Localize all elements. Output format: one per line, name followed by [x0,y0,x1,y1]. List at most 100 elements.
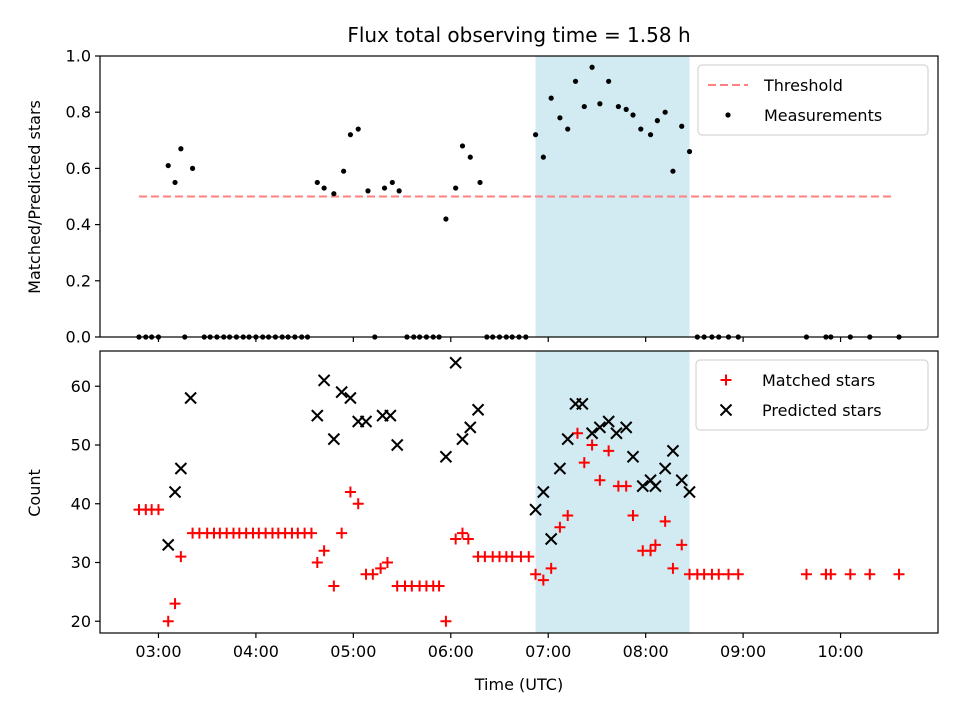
x-tick-label: 09:00 [720,642,766,661]
data-point [321,185,327,191]
data-point [666,444,680,458]
y-tick-label: 20 [71,612,91,631]
data-point [844,568,856,580]
data-point [679,123,685,129]
data-point [557,115,563,121]
data-point [375,562,387,574]
data-point [676,539,688,551]
legend-label: Measurements [764,106,882,125]
data-point [390,438,404,452]
y-tick-label: 1.0 [66,47,91,66]
data-point [471,403,485,416]
data-point [732,568,744,580]
data-point [626,450,640,463]
data-point [172,179,178,186]
data-point [893,568,905,580]
y-tick-label: 50 [71,436,91,455]
data-point [184,391,197,405]
series-predicted-stars [162,356,696,552]
data-point [554,521,566,533]
data-point [359,415,373,428]
data-point [433,580,445,592]
data-point [662,109,668,115]
data-point [439,450,453,463]
data-point [615,103,621,110]
data-point [581,103,587,110]
data-point [178,146,184,152]
data-point [529,503,542,516]
data-point [305,527,317,539]
data-point [603,445,615,457]
legend: Threshold Measurements [697,64,929,136]
bottom-y-axis-label: Count [25,469,44,517]
data-point [328,580,340,592]
data-point [619,421,633,434]
data-point [561,432,574,446]
data-point [530,568,542,580]
data-point [347,132,354,138]
data-point [825,568,837,580]
data-point [344,486,356,498]
data-point [723,568,734,580]
data-point [659,515,671,527]
data-point [456,432,469,446]
data-point [532,132,539,138]
data-point [800,568,812,580]
data-point [462,533,474,545]
data-point [667,562,679,574]
data-point [649,539,661,551]
data-point [636,479,649,493]
data-point [670,168,676,174]
data-point [367,568,379,580]
legend-box [695,359,929,431]
data-point [610,427,623,440]
y-tick-label: 0.4 [66,215,91,234]
y-tick-label: 0.2 [66,271,91,290]
y-tick-label: 40 [71,494,91,513]
data-point [645,545,657,557]
data-point [630,112,636,118]
data-point [683,485,696,499]
x-tick-label: 08:00 [623,642,669,661]
x-axis-label: Time (UTC) [474,675,563,694]
data-point [396,188,402,194]
x-tick-label: 06:00 [428,642,474,661]
data-point [586,439,598,451]
x-tick-label: 04:00 [233,642,279,661]
data-point [311,409,324,422]
data-point [620,480,632,492]
x-tick-label: 10:00 [818,642,864,661]
data-point [565,126,571,132]
data-point [523,551,535,563]
data-point [341,168,347,174]
x-tick-label: 07:00 [525,642,571,661]
data-point [189,165,196,171]
data-point [169,598,181,610]
data-point [168,485,182,499]
observing-window-shading [535,351,690,633]
data-point [450,533,462,545]
plot-frame [99,55,939,338]
data-point [352,498,364,510]
top-y-axis-label: Matched/Predicted stars [25,100,44,294]
legend-label: Matched stars [762,371,875,390]
data-point [165,162,171,169]
data-point [331,191,337,197]
data-point [594,474,606,486]
data-point [152,504,164,516]
data-point [571,427,583,439]
x-tick-label: 05:00 [330,642,376,661]
data-point [174,462,188,475]
legend-swatch [719,403,733,417]
data-point [597,101,603,107]
y-tick-label: 0.8 [66,103,91,122]
data-point [467,154,473,160]
data-point [638,126,644,132]
data-point [175,551,187,563]
data-point [344,391,357,405]
y-tick-label: 0.6 [66,159,91,178]
data-point [456,527,468,539]
data-point [606,78,612,84]
x-tick-label: 03:00 [135,642,181,661]
